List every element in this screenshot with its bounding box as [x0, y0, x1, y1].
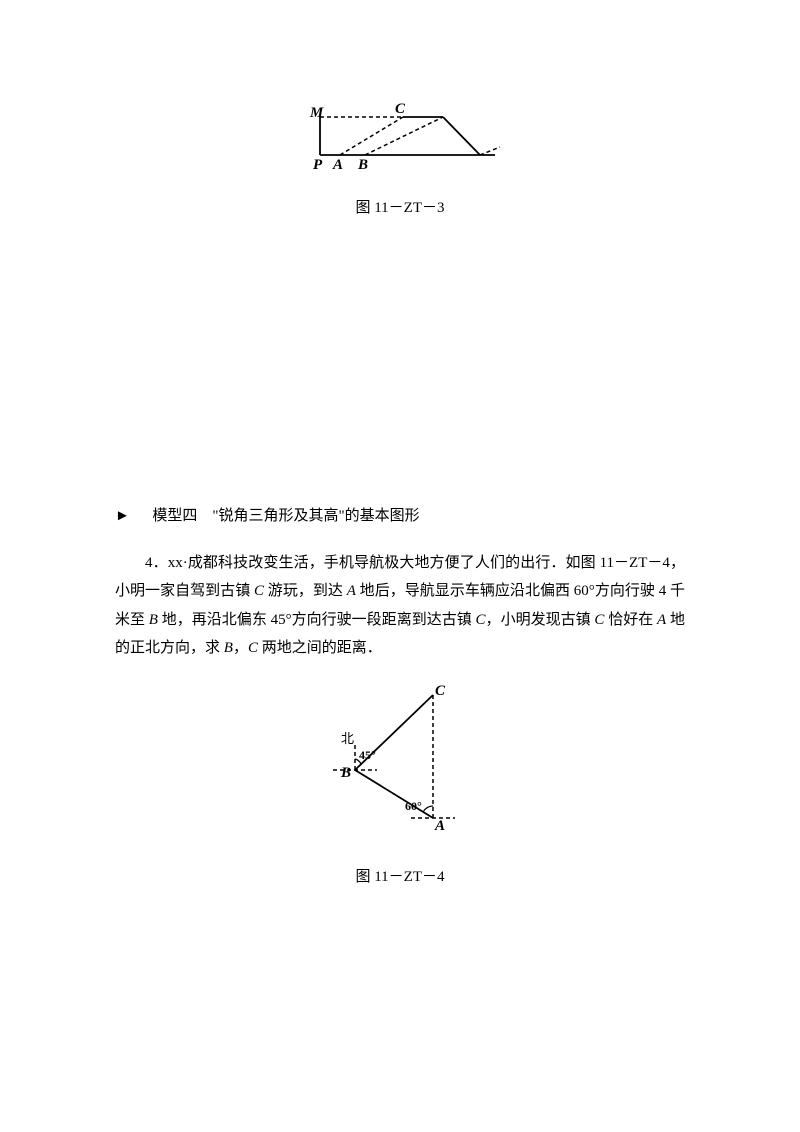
label-A2: A	[434, 818, 445, 834]
label-M: M	[309, 105, 324, 121]
label-A: A	[332, 157, 343, 173]
figure-1-svg: M C P A B	[285, 95, 515, 175]
label-45: 45°	[359, 748, 376, 762]
section-heading: ► 模型四 "锐角三角形及其高"的基本图形	[115, 502, 685, 531]
figure-2: C B A 北 45° 60° 图 11－ZT－4	[115, 675, 685, 892]
label-B2: B	[340, 765, 351, 781]
figure-1-caption: 图 11－ZT－3	[115, 194, 685, 223]
label-north: 北	[341, 731, 354, 746]
figure-2-svg: C B A 北 45° 60°	[305, 675, 495, 845]
label-P: P	[313, 157, 323, 173]
figure-2-caption: 图 11－ZT－4	[115, 863, 685, 892]
heading-text: 模型四 "锐角三角形及其高"的基本图形	[152, 508, 419, 524]
label-C2: C	[435, 683, 446, 699]
heading-marker: ►	[115, 508, 130, 524]
figure-1: M C P A B 图 11－ZT－3	[115, 95, 685, 222]
label-60: 60°	[405, 799, 422, 813]
problem-4: 4．xx·成都科技改变生活，手机导航极大地方便了人们的出行．如图 11－ZT－4…	[115, 549, 685, 663]
label-B: B	[357, 157, 368, 173]
label-C: C	[395, 101, 406, 117]
